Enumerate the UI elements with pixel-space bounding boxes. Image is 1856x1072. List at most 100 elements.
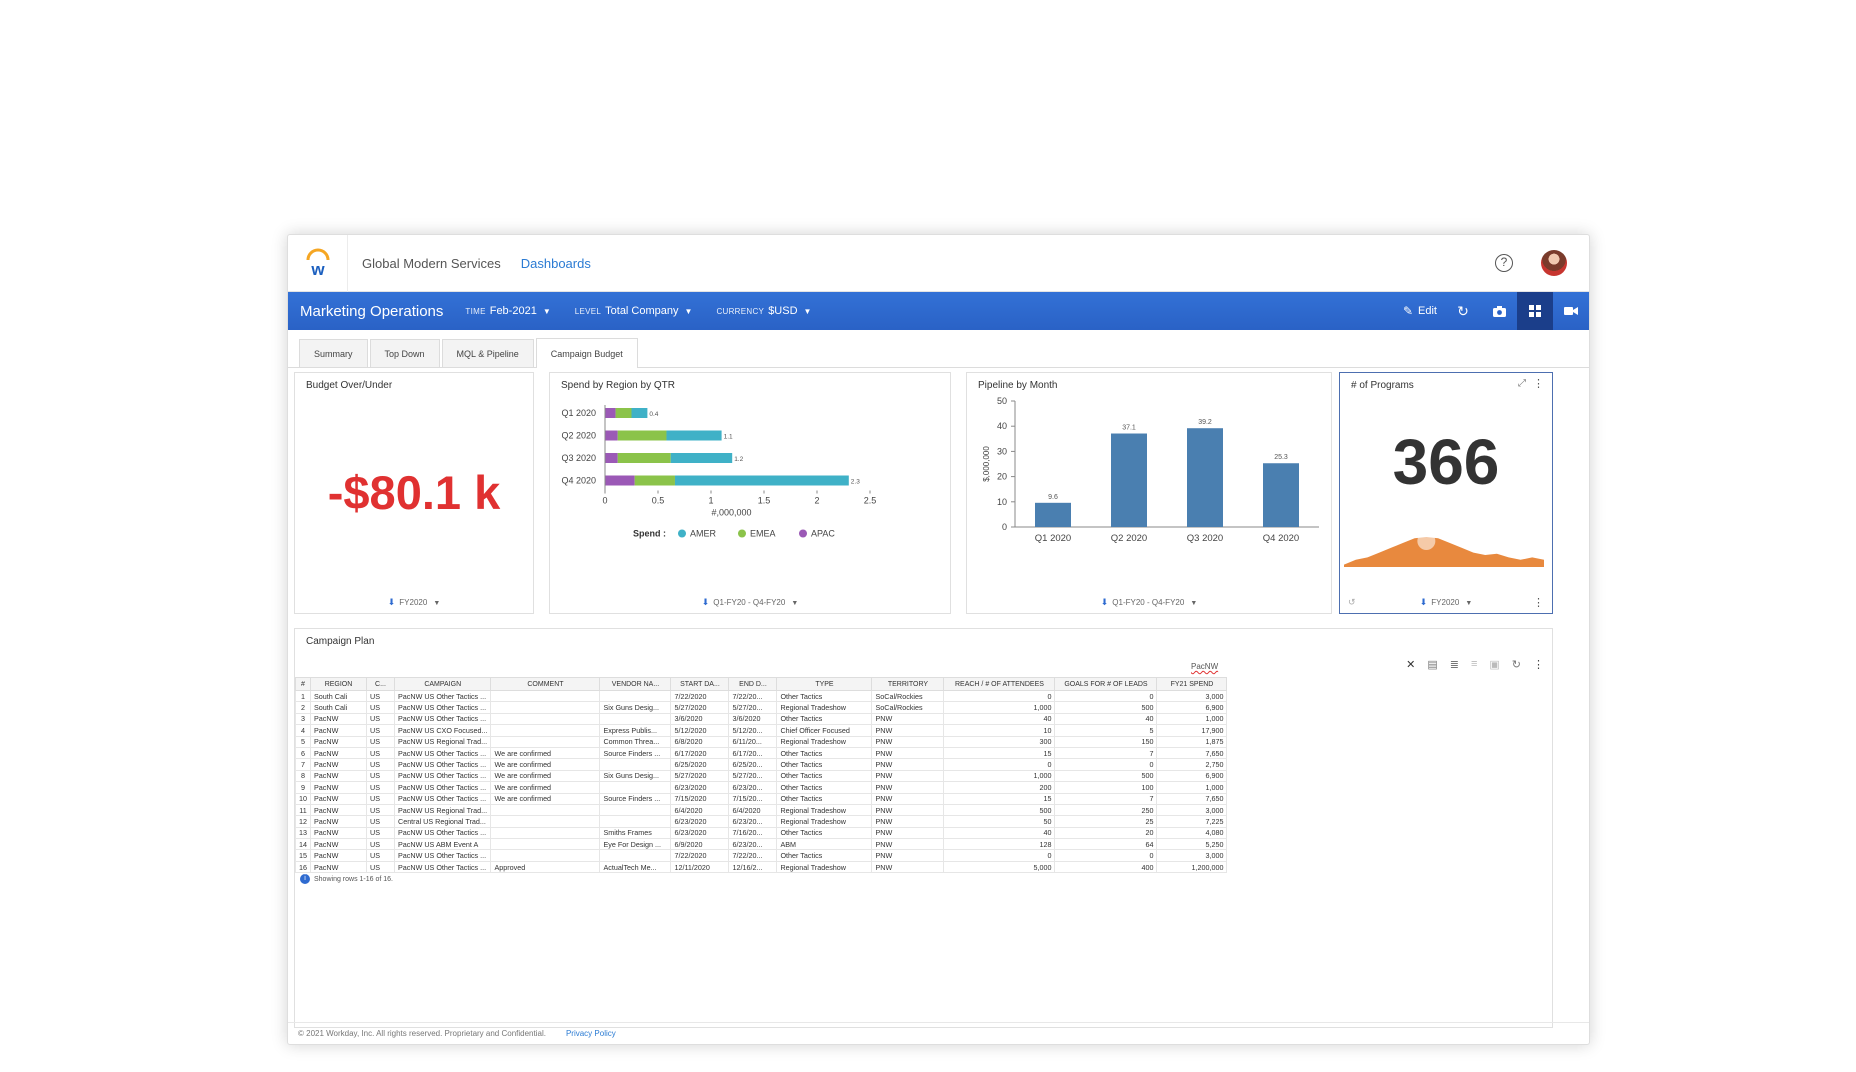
column-header[interactable]: # xyxy=(295,677,311,691)
table-row[interactable]: 7 PacNW US PacNW US Other Tactics ... We are… xyxy=(295,758,1228,771)
table-cell: Other Tactics xyxy=(776,849,873,862)
table-cell: PacNW xyxy=(310,781,367,794)
column-header[interactable]: TYPE xyxy=(776,677,873,691)
column-header[interactable]: GOALS FOR # OF LEADS xyxy=(1054,677,1158,691)
column-header[interactable]: VENDOR NA... xyxy=(599,677,672,691)
refresh-button[interactable]: ↻ xyxy=(1445,292,1481,330)
search-input[interactable]: PacNW xyxy=(1191,662,1219,671)
table-cell: PacNW US CXO Focused... xyxy=(393,724,492,737)
table-row[interactable]: 15 PacNW US PacNW US Other Tactics ... 7/22/… xyxy=(295,849,1228,862)
column-header[interactable]: REGION xyxy=(310,677,367,691)
table-row[interactable]: 10 PacNW US PacNW US Other Tactics ... We ar… xyxy=(295,792,1228,805)
expand-icon[interactable]: ⤢ xyxy=(1518,378,1526,389)
edit-button[interactable]: ✎ Edit xyxy=(1395,292,1445,330)
pipeline-bar xyxy=(1263,463,1299,527)
copyright-text: © 2021 Workday, Inc. All rights reserved… xyxy=(298,1029,546,1038)
card-filter[interactable]: ⬇ Q1-FY20 - Q4-FY20 ▼ xyxy=(550,597,950,608)
table-cell: 20 xyxy=(1054,826,1158,840)
x-tick-label: 1 xyxy=(708,496,713,506)
column-header[interactable]: FY21 SPEND xyxy=(1156,677,1228,691)
table-cell: PNW xyxy=(871,792,945,805)
table-row[interactable]: 8 PacNW US PacNW US Other Tactics ... We are… xyxy=(295,769,1228,783)
table-row[interactable]: 1 South Cali US PacNW US Other Tactics ... 7… xyxy=(295,689,1228,703)
level-filter[interactable]: LEVEL Total Company ▼ xyxy=(575,305,693,317)
bar-value-label: 9.6 xyxy=(1048,494,1058,501)
pin-icon: ⬇ xyxy=(701,597,710,607)
column-header[interactable]: TERRITORY xyxy=(871,677,945,691)
help-icon[interactable]: ? xyxy=(1495,254,1513,272)
table-row[interactable]: 11 PacNW US PacNW US Regional Trad... 6/4/20… xyxy=(295,803,1228,817)
history-icon[interactable]: ↺ xyxy=(1348,597,1356,607)
table-cell xyxy=(490,838,601,851)
table-cell: 50 xyxy=(943,815,1056,828)
table-row[interactable]: 13 PacNW US PacNW US Other Tactics ... Smith… xyxy=(295,826,1228,840)
column-header[interactable]: END D... xyxy=(728,677,778,691)
table-row[interactable]: 9 PacNW US PacNW US Other Tactics ... We are… xyxy=(295,781,1228,794)
table-cell: PacNW US Regional Trad... xyxy=(393,735,492,748)
table-cell: 7,225 xyxy=(1156,815,1228,828)
table-row[interactable]: 5 PacNW US PacNW US Regional Trad... Common … xyxy=(295,735,1228,748)
grid-view-button[interactable] xyxy=(1517,292,1553,330)
table-cell: Regional Tradeshow xyxy=(776,860,873,874)
dashboards-link[interactable]: Dashboards xyxy=(520,255,591,271)
close-icon[interactable]: ✕ xyxy=(1406,659,1416,671)
table-cell: US xyxy=(366,735,395,748)
table-cell: 3/6/2020 xyxy=(728,712,778,726)
table-cell: Source Finders ... xyxy=(599,792,672,805)
more-icon[interactable]: ⋮ xyxy=(1533,597,1544,609)
column-header[interactable]: C... xyxy=(366,677,395,691)
table-row[interactable]: 3 PacNW US PacNW US Other Tactics ... 3/6/20… xyxy=(295,712,1228,726)
tab-top-down[interactable]: Top Down xyxy=(369,339,440,367)
table-cell: 4 xyxy=(295,724,311,737)
avatar[interactable] xyxy=(1541,250,1567,276)
table-cell: 6/4/2020 xyxy=(670,803,730,817)
edit-grid-icon[interactable]: ▤ xyxy=(1427,659,1438,671)
save-icon[interactable]: ▣ xyxy=(1489,659,1500,671)
table-cell: 6/11/20... xyxy=(728,735,778,748)
table-row[interactable]: 6 PacNW US PacNW US Other Tactics ... We are… xyxy=(295,746,1228,760)
more-icon[interactable]: ⋮ xyxy=(1533,378,1544,390)
tab-campaign-budget[interactable]: Campaign Budget xyxy=(535,338,638,368)
hover-marker xyxy=(1417,532,1436,550)
currency-filter[interactable]: CURRENCY $USD ▼ xyxy=(716,305,811,317)
filter-label: FY2020 xyxy=(1431,598,1460,607)
table-row[interactable]: 16 PacNW US PacNW US Other Tactics ... Appro… xyxy=(295,860,1228,874)
workday-logo[interactable]: w xyxy=(288,235,348,292)
table-cell: US xyxy=(366,838,395,851)
privacy-policy-link[interactable]: Privacy Policy xyxy=(565,1029,616,1038)
card-filter[interactable]: ⬇ FY2020 ▼ xyxy=(1340,597,1552,608)
edit-label: Edit xyxy=(1418,305,1437,317)
filter-clear-icon[interactable]: ≡ xyxy=(1470,658,1478,670)
programs-card[interactable]: # of Programs ⤢ ⋮ 366 ↺ ⋮ ⬇ FY2020 ▼ xyxy=(1339,372,1553,614)
table-cell: 0 xyxy=(1054,689,1158,703)
table-cell: PacNW US Other Tactics ... xyxy=(393,689,492,703)
column-header[interactable]: COMMENT xyxy=(490,677,601,691)
table-cell: 5/12/2020 xyxy=(670,724,730,737)
table-cell: Regional Tradeshow xyxy=(776,803,873,817)
filter-settings-icon[interactable]: ≣ xyxy=(1449,659,1459,671)
card-filter[interactable]: ⬇ FY2020 ▼ xyxy=(295,597,533,608)
column-header[interactable]: START DA... xyxy=(670,677,730,691)
table-cell: 8 xyxy=(295,769,311,783)
table-row[interactable]: 14 PacNW US PacNW US ABM Event A Eye For Des… xyxy=(295,838,1228,851)
video-button[interactable] xyxy=(1553,292,1589,330)
time-filter[interactable]: TIME Feb-2021 ▼ xyxy=(465,305,550,317)
time-filter-value: Feb-2021 xyxy=(489,305,537,317)
table-cell: 6/8/2020 xyxy=(670,735,730,748)
more-icon[interactable]: ⋮ xyxy=(1533,659,1544,671)
column-header[interactable]: CAMPAIGN xyxy=(393,677,492,691)
table-cell: 1,000 xyxy=(1156,781,1228,794)
card-filter[interactable]: ⬇ Q1-FY20 - Q4-FY20 ▼ xyxy=(967,597,1331,608)
column-header[interactable]: REACH / # OF ATTENDEES xyxy=(943,677,1056,691)
tab-summary[interactable]: Summary xyxy=(299,339,368,367)
snapshot-button[interactable] xyxy=(1481,292,1517,330)
table-row[interactable]: 12 PacNW US Central US Regional Trad... 6/23… xyxy=(295,815,1228,828)
table-cell: 15 xyxy=(943,792,1056,805)
pin-icon: ⬇ xyxy=(1100,597,1109,607)
tab-mql-pipeline[interactable]: MQL & Pipeline xyxy=(441,339,534,367)
table-cell: ABM xyxy=(776,838,873,851)
grid-icon xyxy=(1529,305,1541,317)
table-row[interactable]: 4 PacNW US PacNW US CXO Focused... Express P… xyxy=(295,724,1228,737)
refresh-icon[interactable]: ↻ xyxy=(1511,659,1521,671)
table-row[interactable]: 2 South Cali US PacNW US Other Tactics ... S… xyxy=(295,701,1228,714)
